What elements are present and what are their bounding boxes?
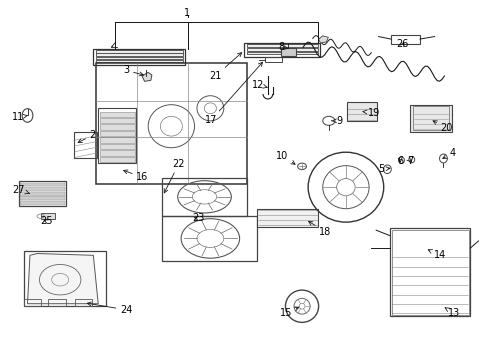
Bar bbox=[346, 102, 376, 121]
Text: 21: 21 bbox=[209, 53, 241, 81]
Text: 26: 26 bbox=[396, 40, 408, 49]
Bar bbox=[98, 108, 136, 163]
Bar bbox=[246, 44, 317, 46]
Text: 6: 6 bbox=[397, 156, 403, 166]
Text: 17: 17 bbox=[205, 62, 262, 125]
Bar bbox=[389, 228, 469, 316]
Text: 12: 12 bbox=[251, 80, 266, 90]
Text: 15: 15 bbox=[279, 307, 298, 318]
Bar bbox=[100, 137, 135, 143]
Bar bbox=[100, 118, 135, 123]
Bar bbox=[100, 144, 135, 149]
Text: 24: 24 bbox=[87, 302, 132, 315]
Text: 25: 25 bbox=[41, 216, 53, 226]
Text: 11: 11 bbox=[12, 112, 27, 122]
Text: 19: 19 bbox=[362, 108, 379, 118]
Bar bbox=[409, 105, 451, 132]
Text: 9: 9 bbox=[331, 116, 341, 126]
Bar bbox=[48, 299, 65, 306]
Bar bbox=[246, 51, 317, 54]
Bar bbox=[390, 35, 419, 44]
Bar bbox=[24, 251, 106, 306]
Bar bbox=[244, 43, 320, 57]
Text: 14: 14 bbox=[427, 250, 445, 260]
Text: 22: 22 bbox=[164, 159, 184, 193]
Text: 16: 16 bbox=[123, 170, 148, 182]
Bar bbox=[20, 187, 65, 191]
Bar bbox=[96, 63, 246, 184]
Text: 2: 2 bbox=[78, 130, 96, 143]
Bar bbox=[93, 49, 184, 65]
Bar bbox=[100, 157, 135, 162]
Bar bbox=[96, 60, 182, 62]
Bar bbox=[100, 131, 135, 136]
Polygon shape bbox=[318, 36, 328, 43]
Bar bbox=[412, 107, 448, 130]
Text: 1: 1 bbox=[183, 8, 190, 18]
Text: 18: 18 bbox=[308, 221, 331, 237]
Text: 27: 27 bbox=[13, 185, 29, 195]
Bar bbox=[96, 53, 182, 56]
Text: 13: 13 bbox=[444, 308, 460, 318]
Bar bbox=[100, 112, 135, 117]
Bar bbox=[74, 132, 97, 158]
Bar bbox=[96, 57, 182, 59]
Bar bbox=[264, 57, 282, 62]
Bar bbox=[256, 209, 317, 226]
Text: 10: 10 bbox=[276, 150, 294, 164]
Text: 7: 7 bbox=[406, 156, 413, 166]
Text: 20: 20 bbox=[432, 121, 452, 133]
Bar bbox=[246, 48, 317, 50]
Bar bbox=[24, 299, 41, 306]
Bar bbox=[161, 216, 256, 261]
Bar bbox=[41, 213, 55, 220]
Bar bbox=[20, 183, 65, 186]
Text: 23: 23 bbox=[192, 213, 204, 223]
Text: 8: 8 bbox=[278, 42, 287, 52]
Bar bbox=[20, 197, 65, 201]
Text: 5: 5 bbox=[377, 164, 389, 174]
Bar bbox=[100, 150, 135, 156]
Bar bbox=[20, 192, 65, 196]
Bar bbox=[281, 48, 295, 56]
Bar bbox=[96, 50, 182, 53]
Bar bbox=[75, 299, 92, 306]
Bar bbox=[391, 230, 468, 315]
Bar bbox=[20, 201, 65, 205]
Bar bbox=[19, 181, 66, 206]
Bar bbox=[161, 178, 246, 216]
Text: 4: 4 bbox=[442, 148, 454, 158]
Polygon shape bbox=[142, 72, 152, 81]
Polygon shape bbox=[27, 253, 98, 304]
Text: 3: 3 bbox=[123, 65, 143, 76]
Bar bbox=[100, 125, 135, 130]
